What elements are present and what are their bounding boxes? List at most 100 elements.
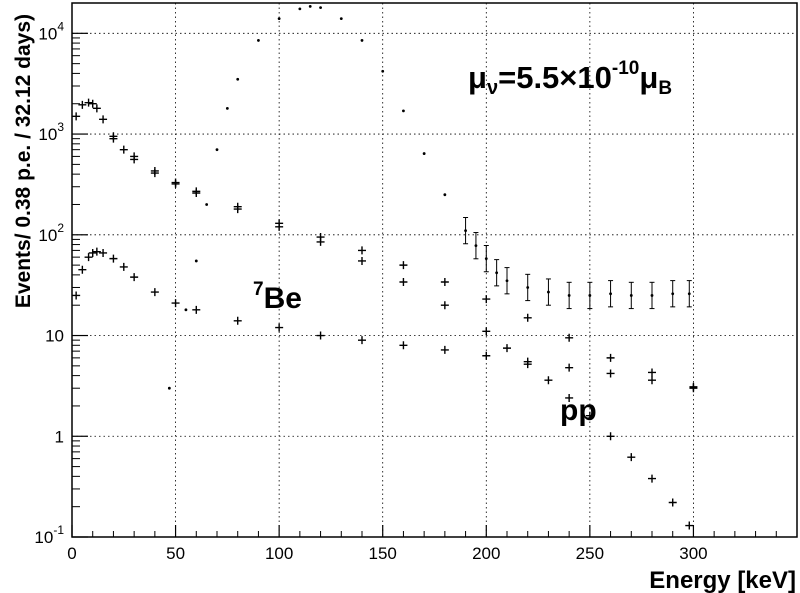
be7-superscript: 7 [253, 279, 264, 300]
data-point [482, 351, 491, 360]
data-point [606, 353, 615, 362]
x-tick-label: 100 [265, 544, 293, 563]
data-point [119, 145, 128, 154]
data-point [257, 39, 260, 42]
data-point [150, 166, 159, 175]
data-point [109, 134, 118, 143]
data-point [119, 262, 128, 271]
data-point [275, 222, 284, 231]
data-point [171, 178, 180, 187]
b-subscript: B [658, 78, 672, 99]
data-point [225, 106, 229, 110]
grid [72, 3, 797, 537]
data-point [236, 77, 240, 81]
data-point [92, 104, 101, 113]
data-point [192, 187, 201, 196]
series-be7 [72, 247, 698, 393]
data-point [150, 288, 159, 297]
data-point [685, 521, 694, 530]
data-point [689, 382, 698, 391]
be7-label: 7Be [253, 279, 302, 315]
axis-ticks [71, 2, 777, 538]
be7-text: Be [264, 282, 302, 315]
y-tick-label: 10-1 [34, 523, 64, 547]
data-point [648, 474, 656, 483]
data-point [92, 247, 101, 256]
data-point [99, 248, 108, 257]
series-sum [72, 98, 698, 391]
series-pp [109, 134, 694, 530]
data-point [194, 259, 198, 263]
data-point [275, 323, 284, 332]
data-point [565, 333, 574, 342]
x-axis-title: Energy [keV] [649, 567, 796, 593]
data-point [78, 100, 87, 109]
data-point [316, 331, 325, 340]
data-point [422, 152, 426, 155]
data-point [215, 148, 219, 152]
data-point [72, 112, 81, 121]
data-point [308, 5, 312, 8]
data-point [339, 17, 343, 21]
nu-subscript: ν [487, 77, 498, 99]
y-axis-title: Events/ 0.38 p.e. / 32.12 days) [12, 14, 35, 308]
data-point [205, 203, 209, 206]
data-point [565, 393, 574, 402]
data-point [523, 313, 532, 322]
x-tick-label: 0 [67, 544, 76, 563]
moment-value: =5.5×10 [498, 60, 612, 95]
series-signal [167, 5, 692, 390]
data-point [440, 345, 449, 354]
data-point [360, 39, 364, 42]
data-point [171, 299, 180, 308]
data-point [482, 295, 491, 304]
data-point [381, 69, 385, 73]
data-point [130, 273, 139, 282]
data-point [402, 109, 405, 113]
data-point [648, 376, 656, 385]
data-point [84, 253, 93, 262]
x-tick-label: 150 [369, 544, 397, 563]
data-point [192, 305, 201, 314]
data-point [523, 360, 532, 369]
data-point [99, 115, 108, 124]
data-point [668, 498, 677, 507]
pp-label: pp [560, 394, 597, 427]
series-layer [72, 5, 698, 530]
data-point [130, 152, 139, 161]
y-tick-label: 104 [38, 19, 64, 43]
y-tick-label: 103 [38, 120, 64, 144]
data-point [585, 411, 594, 420]
data-point [440, 301, 449, 310]
data-point [358, 336, 366, 345]
data-point [440, 277, 449, 286]
data-point [88, 248, 97, 257]
data-point [565, 363, 574, 372]
data-point [544, 376, 553, 385]
mu-b-symbol: μ [639, 60, 658, 95]
data-point [443, 193, 447, 197]
data-point [627, 453, 636, 462]
data-point [184, 308, 188, 312]
plot-frame [71, 2, 798, 538]
x-tick-label: 250 [576, 544, 604, 563]
data-point [109, 254, 118, 263]
data-point [167, 386, 171, 390]
data-point [399, 341, 408, 350]
x-tick-label: 50 [166, 544, 185, 563]
data-point [319, 6, 322, 10]
magnetic-moment-label: μν=5.5×10-10μB [468, 58, 672, 99]
data-point [84, 98, 93, 107]
x-tick-label: 300 [679, 544, 707, 563]
mu-symbol: μ [468, 60, 487, 95]
data-point [316, 237, 325, 246]
data-point [503, 344, 511, 353]
moment-exponent: -10 [612, 58, 639, 79]
data-point [298, 7, 302, 11]
data-point [606, 432, 615, 441]
y-tick-label: 102 [38, 221, 64, 245]
y-tick-label: 1 [55, 427, 64, 446]
data-point [277, 17, 281, 21]
data-point [648, 368, 656, 377]
